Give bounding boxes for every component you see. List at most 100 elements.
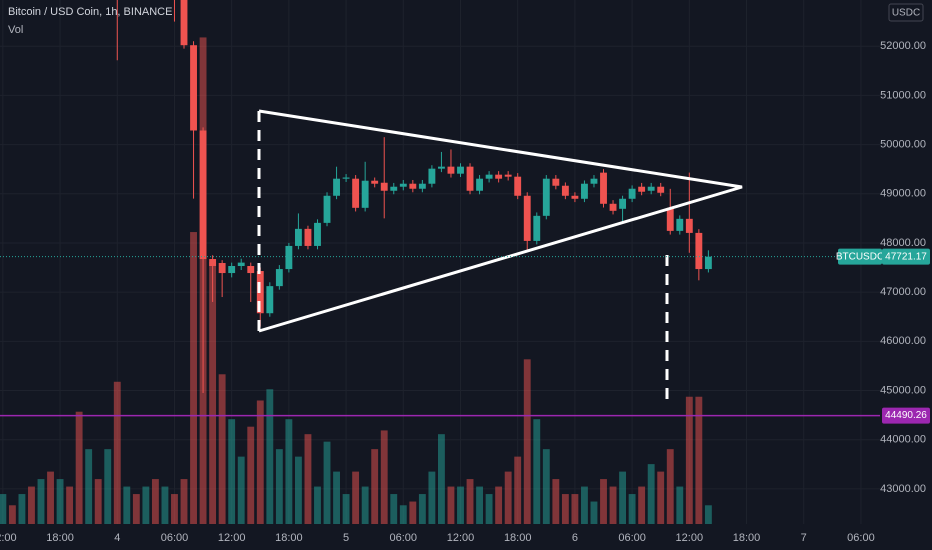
volume-bar <box>390 494 398 524</box>
candle-body <box>323 195 331 223</box>
candle-body <box>190 45 197 131</box>
candle-body <box>428 168 436 184</box>
volume-bar <box>8 505 16 524</box>
candle-body <box>352 178 360 208</box>
candle-body <box>571 195 579 199</box>
x-tick-label: 7 <box>801 532 807 544</box>
volume-bar <box>581 486 588 524</box>
volume-bar <box>561 494 569 524</box>
x-tick-label: 6 <box>572 532 578 544</box>
candle-body <box>495 174 503 179</box>
candle-body <box>504 174 512 177</box>
candle-body <box>399 183 407 187</box>
candle-body <box>476 178 483 191</box>
candle-body <box>533 215 541 241</box>
candle-body <box>523 195 531 241</box>
x-tick-label: 4 <box>114 532 120 544</box>
candle-body <box>371 180 379 184</box>
y-tick-label: 46000.00 <box>880 335 926 347</box>
volume-bar <box>304 434 312 524</box>
volume-bar <box>0 494 7 524</box>
volume-bar <box>333 471 340 524</box>
volume-bar <box>380 430 388 524</box>
candle-body <box>666 207 674 231</box>
hline-price-box <box>882 407 930 424</box>
x-tick-label: 18:00 <box>46 532 74 544</box>
volume-bar <box>314 486 321 524</box>
y-tick-label: 45000.00 <box>880 384 926 396</box>
x-tick-label: 18:00 <box>504 532 532 544</box>
volume-bar <box>18 494 26 524</box>
x-tick-label: 12:00 <box>218 532 246 544</box>
volume-bar <box>228 419 236 524</box>
volume-bar <box>66 486 74 524</box>
volume-bar <box>628 494 636 524</box>
candle-body <box>266 286 274 314</box>
volume-pane <box>0 37 712 524</box>
volume-bar <box>495 486 503 524</box>
volume-bar <box>47 471 54 524</box>
candle-body <box>380 182 388 191</box>
volume-bar <box>171 494 178 524</box>
volume-bar <box>533 419 541 524</box>
candle-body <box>218 263 226 274</box>
candle-body <box>590 178 598 184</box>
candle-body <box>180 0 188 46</box>
volume-bar <box>666 449 674 524</box>
volume-bar <box>695 396 703 524</box>
candle-body <box>561 185 569 196</box>
volume-bar <box>247 426 255 524</box>
triangle-lines <box>258 109 743 333</box>
candle-body <box>457 166 464 174</box>
chart-title: Bitcoin / USD Coin, 1h, BINANCE <box>8 6 172 18</box>
candle-body <box>581 183 588 199</box>
x-tick-label: 06:00 <box>618 532 646 544</box>
candle-body <box>437 166 445 169</box>
candle-body <box>657 186 665 193</box>
y-tick-label: 52000.00 <box>880 40 926 52</box>
volume-bar <box>352 471 360 524</box>
volume-bar <box>294 456 302 524</box>
volume-bar <box>104 449 112 524</box>
volume-bar <box>161 486 169 524</box>
volume-bar <box>361 486 369 524</box>
volume-bar <box>151 479 159 524</box>
drawing-triangle <box>257 109 743 405</box>
x-tick-label: 5 <box>343 532 349 544</box>
volume-bar <box>447 486 455 524</box>
candle-body <box>199 130 207 260</box>
candle-body <box>294 228 302 246</box>
x-tick-label: 06:00 <box>390 532 418 544</box>
x-tick-label: 12:00 <box>447 532 475 544</box>
volume-bar <box>85 449 93 524</box>
candle-body <box>447 166 455 174</box>
y-tick-label: 49000.00 <box>880 188 926 200</box>
volume-bar <box>190 232 197 524</box>
y-tick-label: 47000.00 <box>880 286 926 298</box>
volume-bar <box>218 374 226 524</box>
volume-bar <box>209 262 217 524</box>
candle-body <box>542 178 550 216</box>
volume-bar <box>94 479 102 524</box>
x-tick-label: 18:00 <box>733 532 761 544</box>
price-axis-bg <box>880 0 932 550</box>
volume-bar <box>466 479 474 524</box>
volume-bar <box>457 486 464 524</box>
candle-body <box>237 262 245 267</box>
volume-bar <box>428 471 436 524</box>
candle-body <box>485 174 493 179</box>
volume-bar <box>409 501 417 524</box>
overlay: BTCUSDC 47721.17 44490.26 <box>0 248 930 424</box>
volume-bar <box>75 411 83 524</box>
volume-bar <box>523 359 531 524</box>
candle-body <box>361 180 369 208</box>
volume-label: Vol <box>8 24 23 36</box>
candle-body <box>304 228 312 246</box>
volume-bar <box>571 494 579 524</box>
volume-bar <box>676 486 684 524</box>
volume-bar <box>37 479 45 524</box>
candle-body <box>409 183 417 189</box>
volume-bar <box>476 486 483 524</box>
volume-bar <box>237 456 245 524</box>
